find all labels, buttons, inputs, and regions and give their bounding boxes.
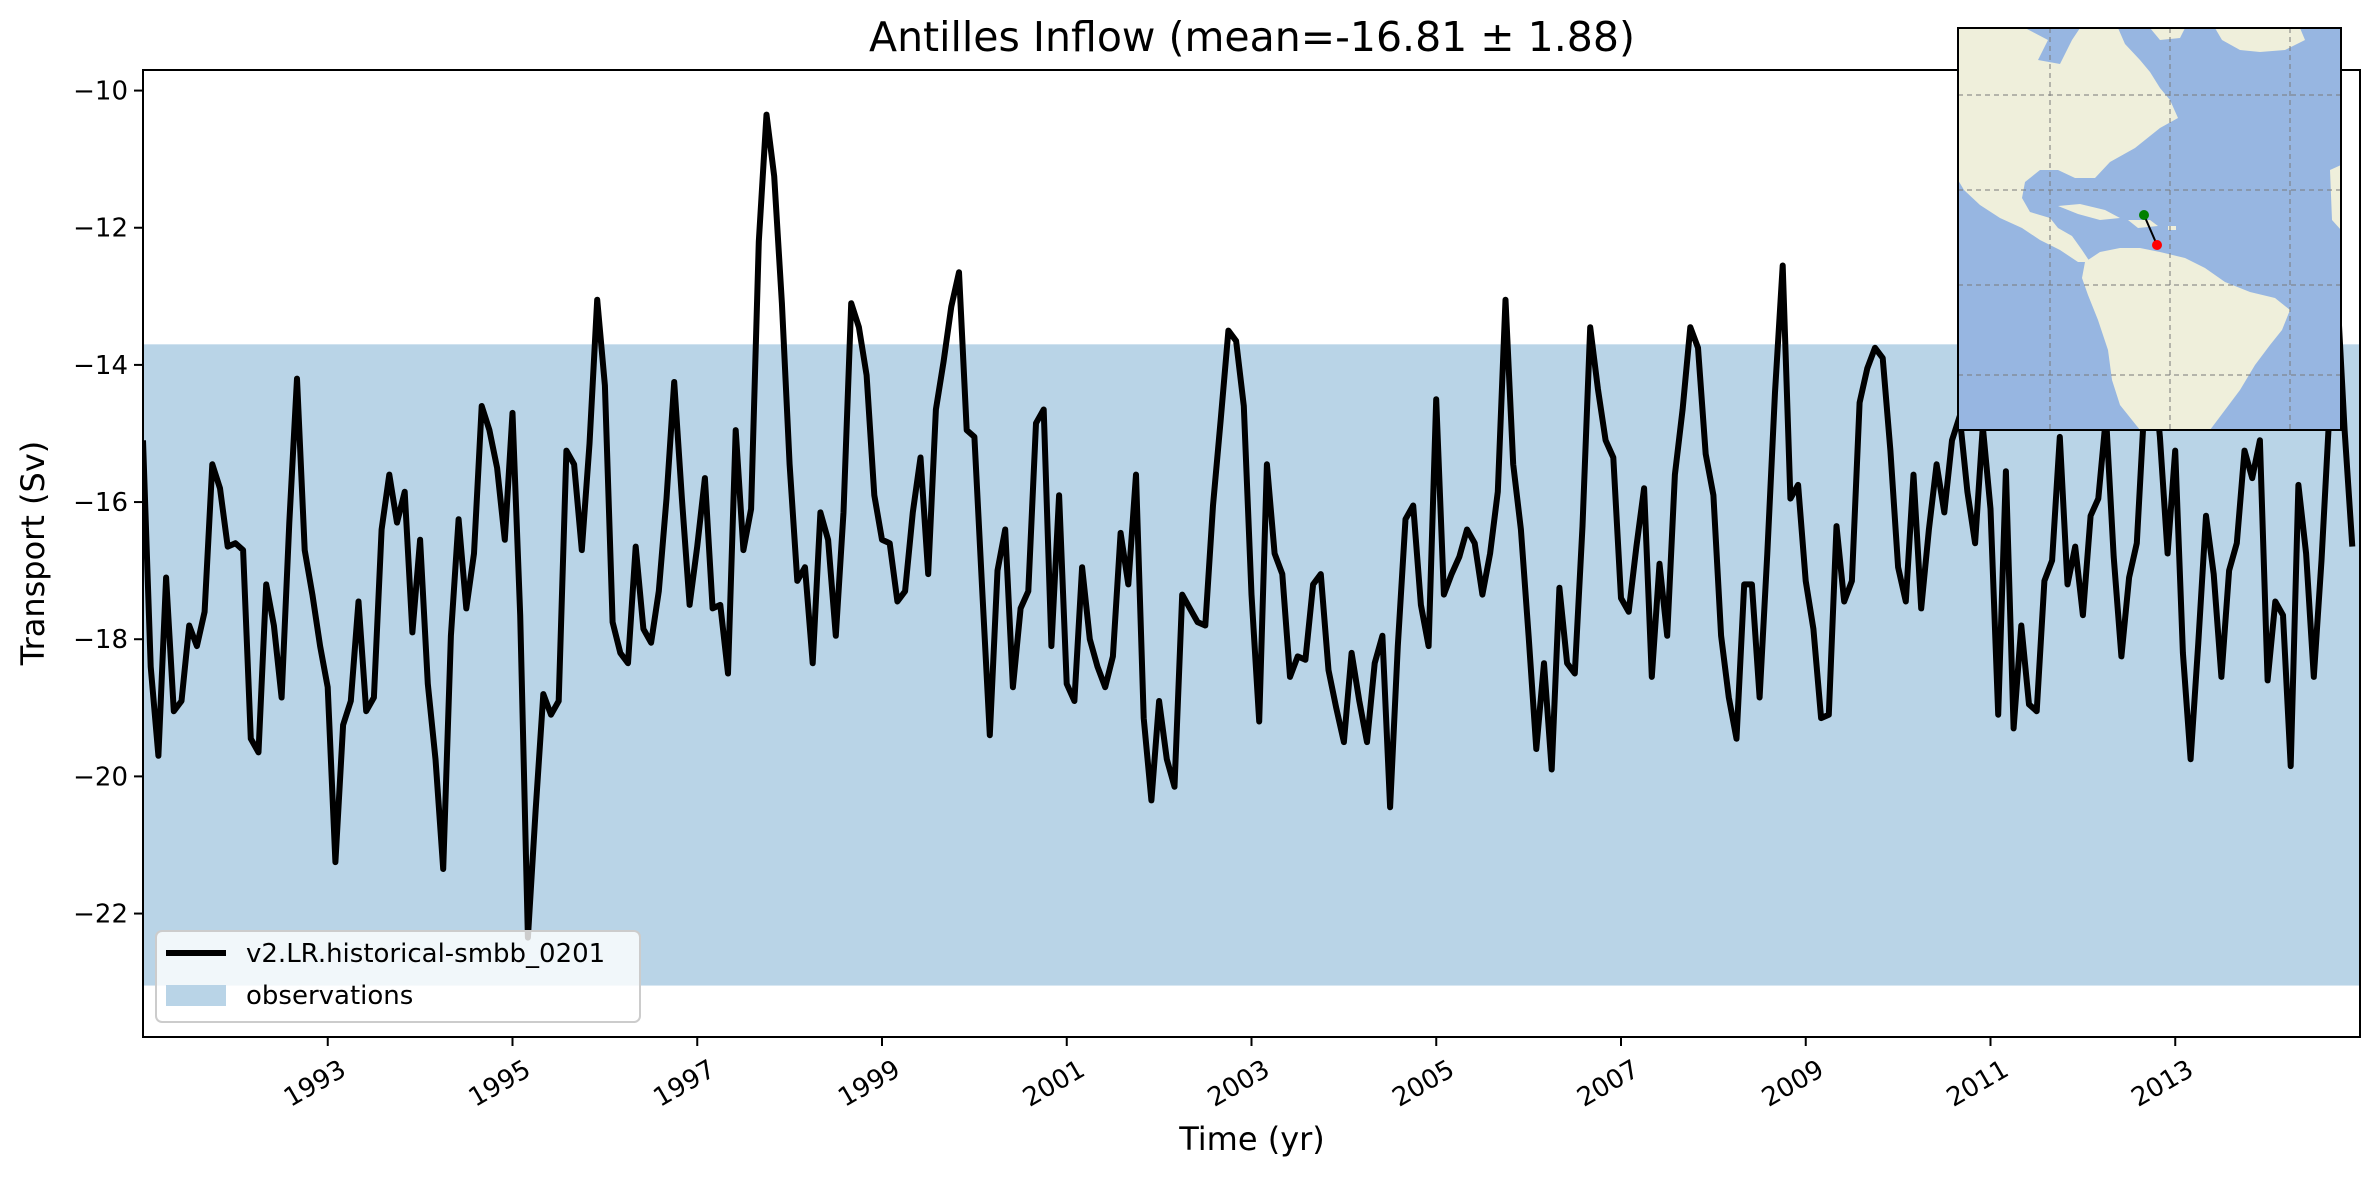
legend-label-observations: observations [246,981,413,1011]
section-line [2143,214,2158,246]
inset-map [1957,27,2342,431]
y-tick-label: −12 [73,214,128,244]
legend-label-series: v2.LR.historical-smbb_0201 [246,939,605,969]
inset-map-frame [1957,27,2342,431]
y-tick-label: −14 [73,351,128,381]
chart-title: Antilles Inflow (mean=-16.81 ± 1.88) [869,13,1635,61]
y-tick-label: −20 [73,762,128,792]
y-tick-label: −22 [73,900,128,930]
y-tick-label: −16 [73,488,128,518]
x-tick-label: 1997 [648,1054,720,1113]
y-tick-label: −18 [73,625,128,655]
x-tick-label: 2001 [1018,1054,1090,1113]
x-tick-label: 2003 [1203,1054,1275,1113]
section-start-point [2139,210,2149,220]
x-tick-label: 1999 [833,1054,905,1113]
legend-swatch-observations [166,985,226,1006]
legend: v2.LR.historical-smbb_0201 observations [155,930,641,1023]
legend-box [155,930,641,1023]
x-tick-label: 1995 [464,1054,536,1113]
y-tick-label: −10 [73,77,128,107]
plot-area [143,111,2360,986]
x-axis: 1993 1995 1997 1999 2001 2003 2005 2007 2009 2011… [279,1037,2199,1113]
x-tick-label: 2009 [1757,1054,1829,1113]
x-axis-label: Time (yr) [1178,1120,1325,1158]
x-tick-label: 2013 [2126,1054,2198,1113]
y-axis-label: Transport (Sv) [14,441,52,667]
y-axis: −22 −20 −18 −16 −14 −12 −10 [73,77,143,930]
series-line [143,111,2356,941]
x-tick-label: 1993 [279,1054,351,1113]
x-tick-label: 2011 [1942,1054,2014,1113]
map-gridlines [1958,28,2341,430]
map-land [1958,28,2341,430]
section-end-point [2152,240,2162,250]
x-tick-label: 2007 [1572,1054,1644,1113]
x-tick-label: 2005 [1387,1054,1459,1113]
